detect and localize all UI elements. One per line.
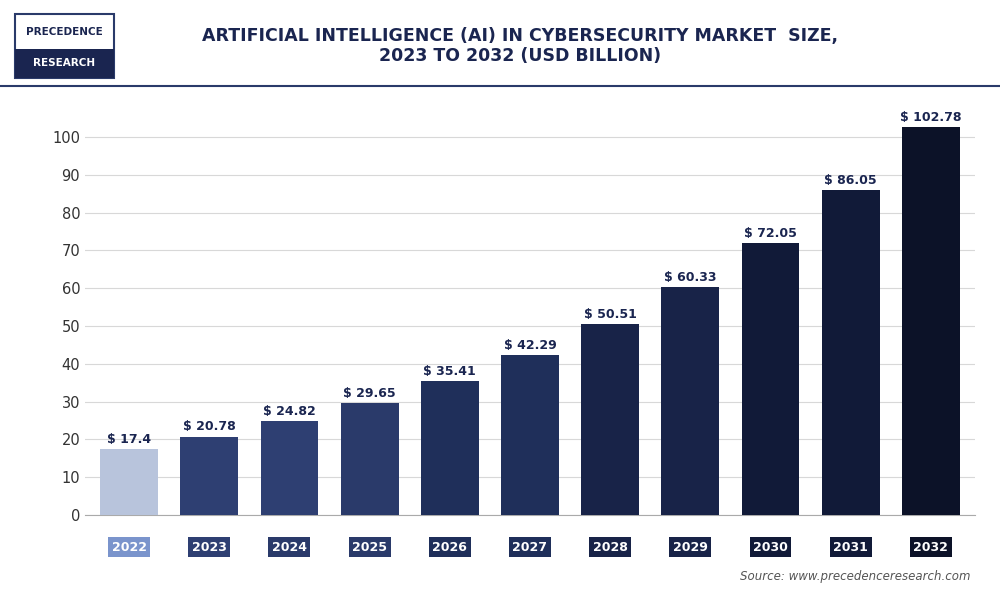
Bar: [501, 355, 559, 515]
Text: ARTIFICIAL INTELLIGENCE (AI) IN CYBERSECURITY MARKET  SIZE,
2023 TO 2032 (USD BI: ARTIFICIAL INTELLIGENCE (AI) IN CYBERSEC…: [202, 27, 838, 66]
Text: $ 24.82: $ 24.82: [263, 405, 316, 418]
Text: $ 50.51: $ 50.51: [584, 308, 637, 321]
Text: $ 35.41: $ 35.41: [423, 365, 476, 378]
Text: RESEARCH: RESEARCH: [33, 57, 96, 67]
Text: 2025: 2025: [352, 540, 387, 554]
Text: 2026: 2026: [432, 540, 467, 554]
Text: $ 42.29: $ 42.29: [504, 339, 556, 352]
Text: 2023: 2023: [192, 540, 227, 554]
Text: $ 60.33: $ 60.33: [664, 271, 717, 284]
Text: 2028: 2028: [593, 540, 628, 554]
Bar: [902, 127, 960, 515]
Text: Source: www.precedenceresearch.com: Source: www.precedenceresearch.com: [740, 570, 970, 583]
Bar: [261, 422, 318, 515]
Bar: [581, 324, 639, 515]
Text: 2027: 2027: [512, 540, 547, 554]
Bar: [661, 287, 719, 515]
Text: 2024: 2024: [272, 540, 307, 554]
Text: 2030: 2030: [753, 540, 788, 554]
FancyBboxPatch shape: [15, 49, 114, 78]
Text: $ 86.05: $ 86.05: [824, 174, 877, 187]
Text: $ 102.78: $ 102.78: [900, 111, 962, 124]
Bar: [180, 436, 238, 515]
Text: 2032: 2032: [913, 540, 948, 554]
Text: $ 29.65: $ 29.65: [343, 387, 396, 400]
Text: 2022: 2022: [112, 540, 147, 554]
Bar: [100, 449, 158, 515]
Text: 2029: 2029: [673, 540, 708, 554]
Bar: [742, 243, 799, 515]
Bar: [421, 381, 479, 515]
Bar: [822, 190, 880, 515]
Text: $ 72.05: $ 72.05: [744, 227, 797, 240]
Text: PRECEDENCE: PRECEDENCE: [26, 27, 103, 37]
Text: 2031: 2031: [833, 540, 868, 554]
Text: $ 17.4: $ 17.4: [107, 433, 151, 446]
Text: $ 20.78: $ 20.78: [183, 420, 236, 433]
Bar: [341, 403, 399, 515]
FancyBboxPatch shape: [15, 14, 114, 78]
